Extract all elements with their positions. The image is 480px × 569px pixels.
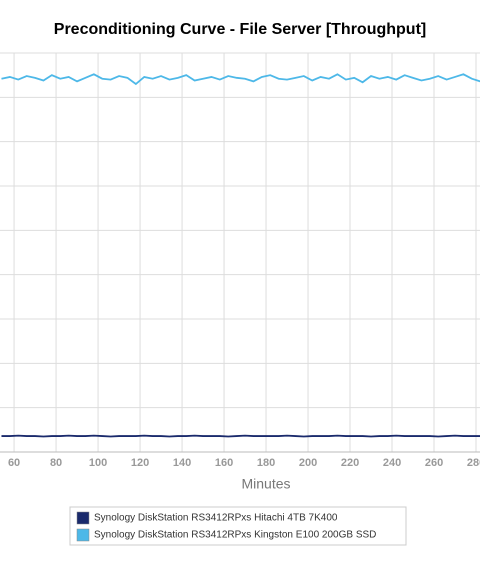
x-tick-label: 200 [299, 457, 317, 469]
x-tick-label: 160 [215, 457, 233, 469]
x-tick-label: 240 [383, 457, 401, 469]
x-tick-label: 140 [173, 457, 191, 469]
chart-title: Preconditioning Curve - File Server [Thr… [54, 21, 426, 38]
legend [69, 506, 407, 546]
x-tick-label: 120 [131, 457, 149, 469]
legend-swatch [76, 528, 90, 542]
x-tick-label: 260 [425, 457, 443, 469]
series-line [1, 434, 480, 438]
x-axis-title: Minutes [241, 476, 290, 492]
legend-swatch [76, 511, 90, 525]
x-tick-label: 60 [8, 457, 20, 469]
series-line [1, 73, 480, 86]
x-tick-label: 180 [257, 457, 275, 469]
legend-label: Synology DiskStation RS3412RPxs Hitachi … [94, 513, 338, 524]
x-tick-label: 100 [89, 457, 107, 469]
x-tick-label: 80 [50, 457, 62, 469]
x-tick-label: 280 [467, 457, 480, 469]
x-tick-label: 220 [341, 457, 359, 469]
legend-label: Synology DiskStation RS3412RPxs Kingston… [94, 530, 376, 541]
